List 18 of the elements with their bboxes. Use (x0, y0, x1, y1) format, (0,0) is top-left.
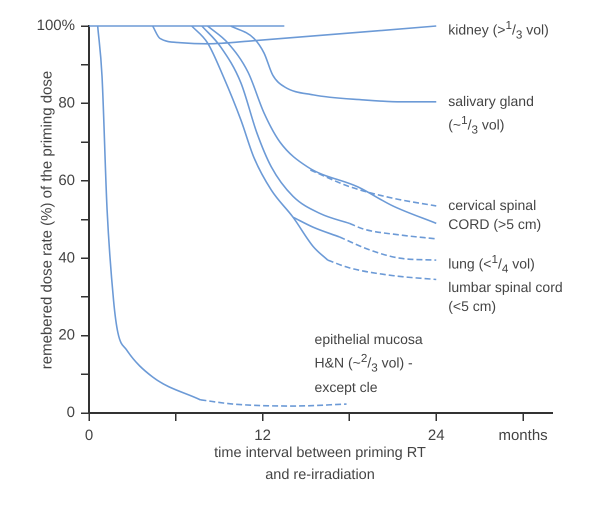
y-tick-label: 20 (58, 326, 75, 344)
y-tick-label: 80 (58, 94, 75, 112)
x-tick-label: 12 (254, 427, 271, 444)
series-label: lung (<$^{1}$/$_{4}$ vol) (448, 252, 535, 278)
x-tick-label: months (498, 427, 548, 444)
x-axis-title: time interval between priming RT and re-irradiation (214, 445, 426, 483)
series-label: kidney (>$^{1}$/$_{3}$ vol) (448, 18, 549, 44)
series-label: epithelial mucosa H&N (~$^{2}$/$_{3}$ vol) - except cle (314, 330, 424, 397)
y-tick-label: 60 (58, 172, 75, 189)
y-tick-label: 40 (58, 249, 75, 266)
y-tick-label: 0 (66, 404, 75, 422)
y-tick-label: 100% (36, 17, 75, 34)
y-axis-title: remebered dose rate (%) of the priming dose (38, 70, 56, 370)
series-label: salivary gland (~$^{1}$/$_{3}$ vol) (448, 92, 535, 138)
series-label: cervical spinal CORD (>5 cm) (448, 196, 542, 234)
series-label: lumbar spinal cord (<5 cm) (448, 278, 564, 316)
x-tick-label: 24 (428, 427, 445, 444)
x-tick-label: 0 (84, 427, 94, 444)
